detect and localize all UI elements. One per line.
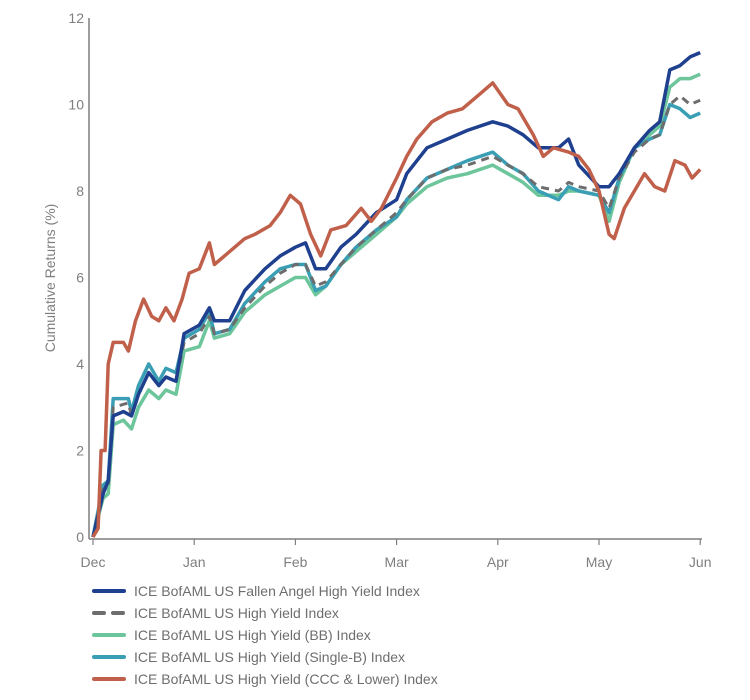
legend-label: ICE BofAML US High Yield (Single-B) Inde… <box>134 649 405 665</box>
x-tick-label: May <box>586 554 612 570</box>
x-tick-label: Jan <box>183 554 206 570</box>
series-line-1 <box>91 102 701 538</box>
y-tick-label: 0 <box>76 529 84 545</box>
legend-label: ICE BofAML US High Yield Index <box>134 605 339 621</box>
x-tick-label: Jun <box>689 554 712 570</box>
y-tick-label: 8 <box>76 183 84 199</box>
series-line-4 <box>91 81 702 538</box>
series-layer <box>91 50 702 538</box>
y-tick-label: 12 <box>68 10 84 26</box>
x-tick-label: Dec <box>81 554 106 570</box>
y-axis-label: Cumulative Returns (%) <box>42 204 58 353</box>
y-ticks: 0 2 4 6 8 10 12 <box>68 10 84 545</box>
y-tick-label: 10 <box>68 97 84 113</box>
y-tick-label: 4 <box>76 356 84 372</box>
series-line-3 <box>91 50 701 538</box>
x-ticks: Dec Jan Feb Mar Apr May Jun <box>81 539 712 570</box>
x-tick-label: Mar <box>385 554 409 570</box>
legend: ICE BofAML US Fallen Angel High Yield In… <box>92 583 438 687</box>
y-tick-label: 6 <box>76 270 84 286</box>
legend-label: ICE BofAML US Fallen Angel High Yield In… <box>134 583 420 599</box>
x-tick-label: Apr <box>487 554 509 570</box>
legend-label: ICE BofAML US High Yield (BB) Index <box>134 627 371 643</box>
y-tick-label: 2 <box>76 443 84 459</box>
legend-label: ICE BofAML US High Yield (CCC & Lower) I… <box>134 671 438 687</box>
series-line-2 <box>91 94 701 538</box>
series-line-0 <box>91 72 701 538</box>
x-tick-label: Feb <box>283 554 307 570</box>
